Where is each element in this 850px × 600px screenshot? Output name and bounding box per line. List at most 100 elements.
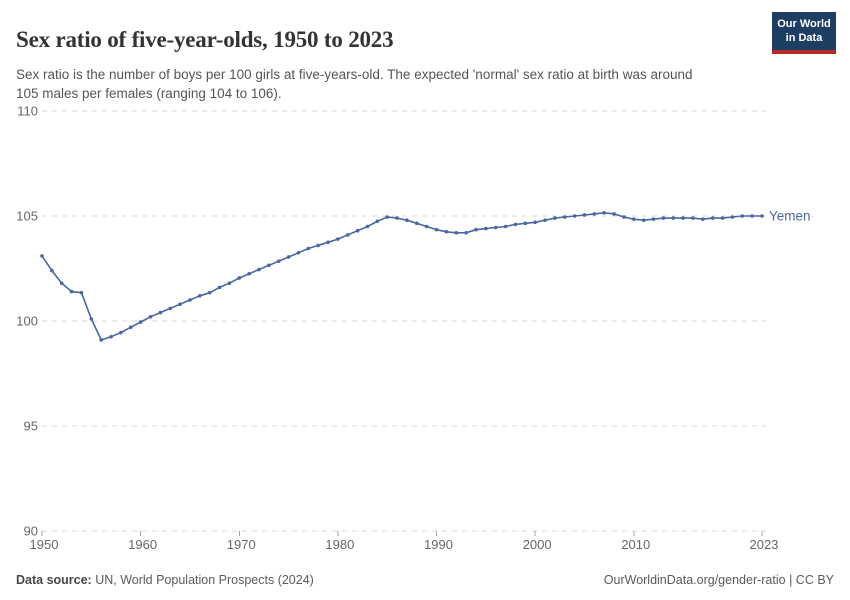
data-point-1969 (227, 281, 232, 286)
data-point-1979 (326, 240, 330, 245)
data-point-1988 (414, 221, 419, 226)
data-source-label: Data source: (16, 573, 92, 587)
page-title: Sex ratio of five-year-olds, 1950 to 202… (16, 27, 394, 53)
data-point-1989 (424, 224, 429, 229)
data-point-1995 (484, 226, 488, 231)
data-point-1980 (336, 237, 340, 241)
data-point-1956 (99, 338, 103, 342)
data-point-2010 (631, 217, 636, 221)
data-point-2008 (612, 212, 616, 216)
entity-label-yemen: Yemen (769, 209, 811, 224)
data-point-1986 (395, 216, 399, 220)
data-point-2013 (661, 216, 666, 220)
data-point-2020 (730, 215, 735, 219)
data-point-1977 (306, 246, 311, 251)
data-point-1983 (365, 224, 370, 229)
x-axis-label-1970: 1970 (227, 537, 256, 552)
data-point-2016 (691, 216, 695, 220)
data-source: Data source: UN, World Population Prospe… (16, 573, 314, 587)
data-point-1962 (158, 310, 163, 315)
x-axis-label-2010: 2010 (621, 537, 650, 552)
data-point-1959 (128, 325, 133, 330)
x-axis-label-1960: 1960 (128, 537, 157, 552)
data-point-1987 (405, 218, 409, 222)
data-point-1973 (267, 263, 271, 268)
data-point-2017 (701, 217, 705, 221)
data-point-1992 (454, 231, 459, 235)
data-point-1996 (493, 225, 498, 230)
owid-logo-line2: in Data (785, 32, 823, 45)
data-point-1967 (207, 290, 212, 295)
data-source-text: UN, World Population Prospects (2024) (91, 573, 314, 587)
data-point-1985 (385, 215, 390, 219)
y-axis-label-110: 110 (17, 104, 38, 119)
data-point-1984 (375, 219, 380, 224)
data-point-1990 (434, 227, 439, 232)
data-point-1998 (513, 222, 518, 227)
y-axis-label-100: 100 (16, 314, 38, 329)
data-point-2012 (651, 217, 656, 221)
data-point-1975 (286, 255, 291, 259)
data-point-2001 (543, 218, 547, 222)
chart-footer: Data source: UN, World Population Prospe… (16, 573, 834, 587)
data-point-1961 (148, 315, 153, 319)
owid-logo[interactable]: Our World in Data (772, 12, 836, 54)
data-point-1966 (198, 294, 202, 298)
y-axis-label-90: 90 (24, 524, 38, 539)
data-point-2004 (572, 214, 577, 218)
data-point-2005 (582, 213, 587, 217)
data-point-2018 (710, 216, 715, 220)
data-point-2009 (622, 215, 626, 219)
data-point-2007 (602, 211, 606, 215)
data-point-1951 (50, 268, 54, 273)
data-point-1991 (444, 229, 449, 234)
data-point-2019 (720, 216, 725, 220)
data-point-1963 (168, 306, 173, 311)
data-point-1952 (59, 281, 64, 286)
data-point-1954 (79, 290, 84, 295)
data-point-2006 (592, 212, 597, 216)
y-axis-label-95: 95 (24, 419, 38, 434)
data-point-1953 (69, 289, 74, 294)
data-point-2003 (562, 215, 567, 219)
data-point-1981 (345, 233, 350, 237)
data-point-1970 (237, 276, 242, 280)
x-axis-label-2023: 2023 (750, 537, 779, 552)
data-point-2015 (681, 216, 685, 220)
data-point-1999 (523, 221, 528, 226)
data-point-1955 (89, 317, 94, 321)
data-point-1965 (188, 298, 192, 302)
data-point-1964 (178, 302, 182, 307)
x-axis-label-1950: 1950 (30, 537, 59, 552)
data-point-1950 (40, 254, 44, 258)
data-point-2021 (740, 214, 745, 218)
data-point-2022 (750, 214, 754, 218)
data-point-2011 (641, 218, 646, 222)
data-point-1971 (247, 271, 251, 276)
x-axis-label-2000: 2000 (523, 537, 552, 552)
data-point-1994 (474, 227, 478, 232)
license-text: | CC BY (785, 573, 834, 587)
data-point-1957 (109, 334, 113, 339)
data-point-2023 (760, 214, 764, 218)
y-axis-label-105: 105 (16, 209, 38, 224)
data-point-1976 (296, 250, 301, 255)
data-point-1982 (355, 228, 360, 233)
data-point-1968 (217, 285, 222, 290)
data-point-1978 (316, 243, 320, 248)
footer-right: OurWorldinData.org/gender-ratio | CC BY (604, 573, 834, 587)
x-axis-label-1980: 1980 (325, 537, 354, 552)
owid-url-link[interactable]: OurWorldinData.org/gender-ratio (603, 573, 786, 587)
data-point-2000 (533, 220, 537, 225)
chart-subtitle: Sex ratio is the number of boys per 100 … (16, 66, 693, 102)
data-point-1997 (503, 224, 508, 229)
owid-logo-line1: Our World (777, 18, 831, 30)
data-point-2014 (671, 216, 676, 220)
data-point-1974 (276, 259, 281, 263)
data-point-1960 (138, 320, 143, 324)
data-point-2002 (553, 216, 557, 220)
data-point-1958 (119, 330, 123, 335)
data-point-1993 (464, 231, 468, 235)
x-axis-label-1990: 1990 (424, 537, 453, 552)
